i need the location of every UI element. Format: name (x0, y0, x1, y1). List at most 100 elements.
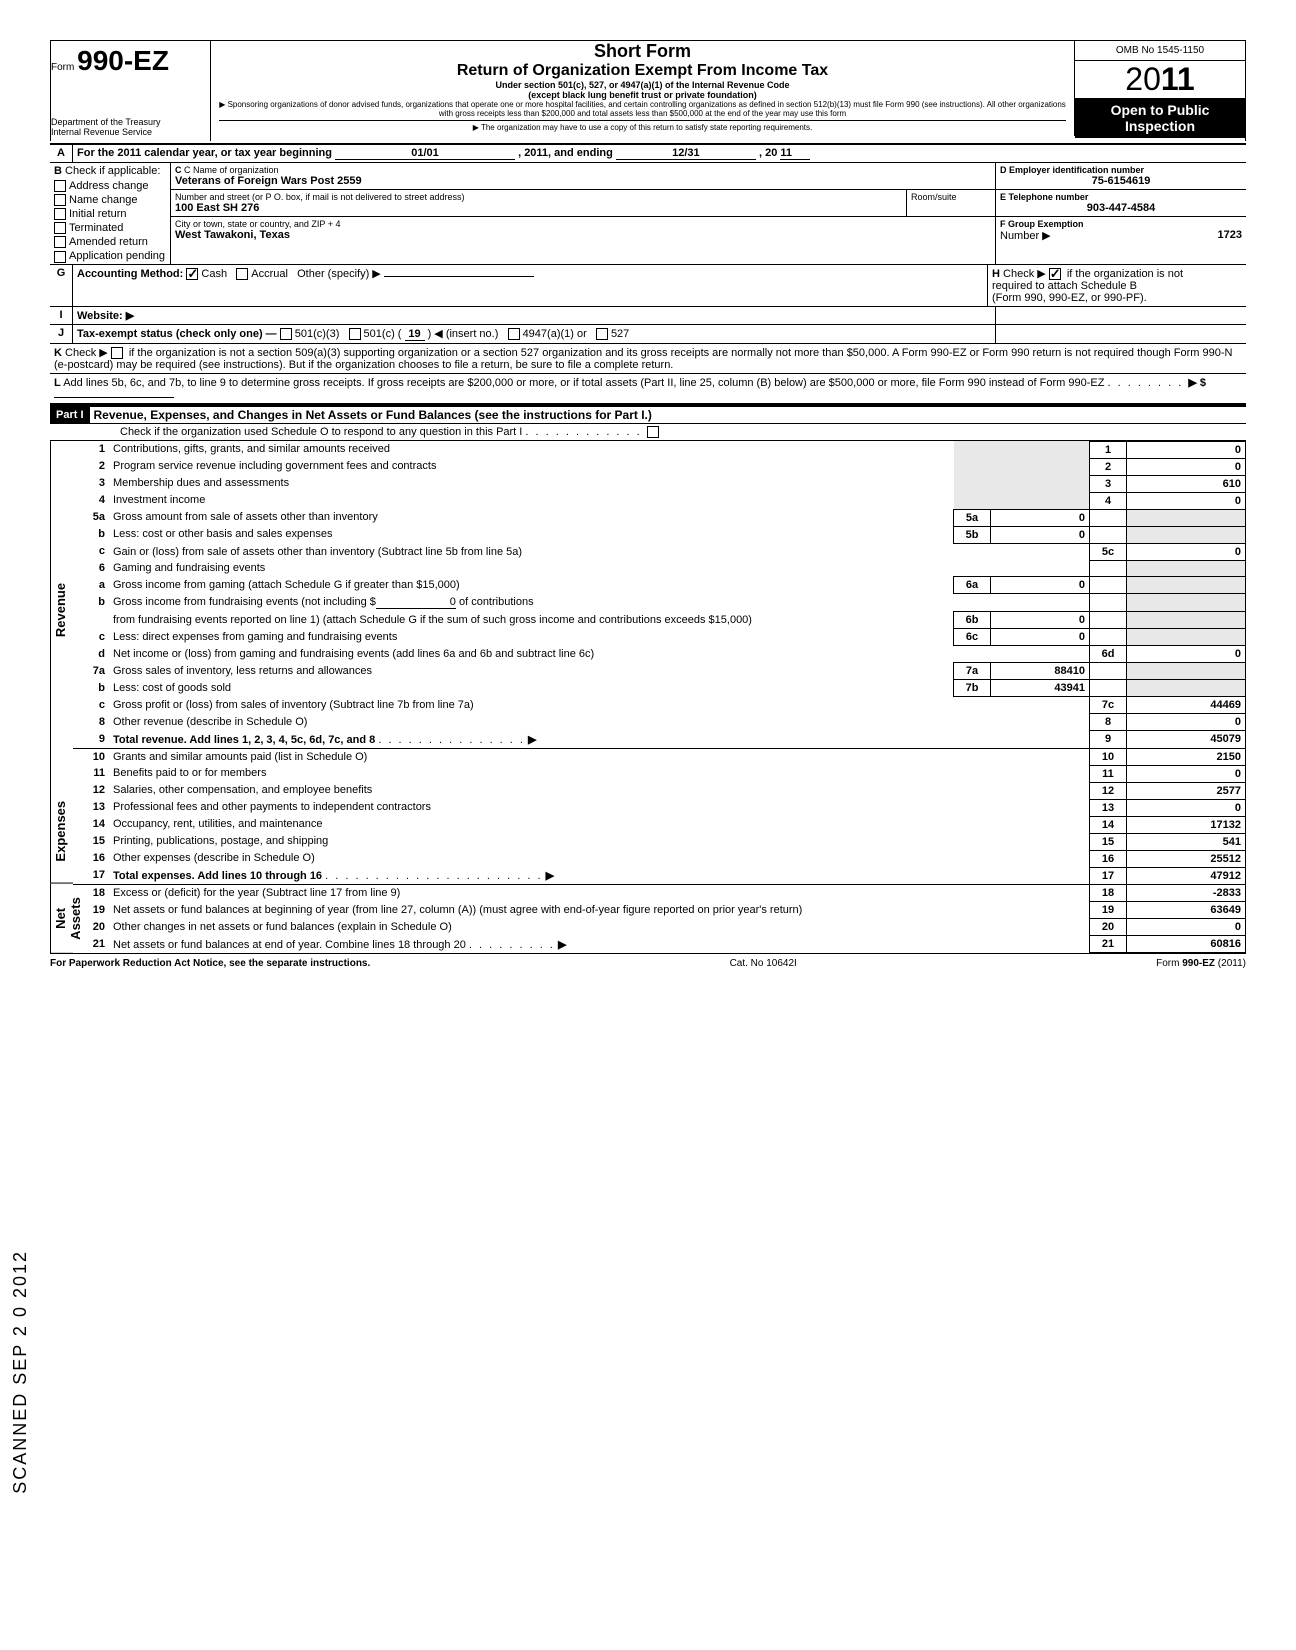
omb-number: OMB No 1545-1150 (1075, 41, 1245, 61)
line-a-label: For the 2011 calendar year, or tax year … (77, 147, 332, 159)
check-address-change[interactable] (54, 180, 66, 192)
check-schedule-b[interactable] (1049, 268, 1061, 280)
phone: 903-447-4584 (1000, 202, 1242, 214)
line6b-text: Gross income from fundraising events (no… (109, 594, 1090, 612)
box-b-label: Check if applicable: (65, 165, 160, 177)
check-initial-return[interactable] (54, 208, 66, 220)
line6c-value: 0 (991, 629, 1090, 646)
footer-mid: Cat. No 10642I (730, 958, 797, 969)
line10-value: 2150 (1127, 748, 1246, 765)
accounting-label: Accounting Method: (77, 268, 183, 280)
title-under: Under section 501(c), 527, or 4947(a)(1)… (219, 80, 1066, 90)
line12-text: Salaries, other compensation, and employ… (109, 782, 1090, 799)
line-a-begin: 01/01 (335, 147, 515, 160)
line4-value: 0 (1127, 492, 1246, 509)
scanned-stamp: SCANNED SEP 2 0 2012 (10, 1250, 31, 1494)
check-4947[interactable] (508, 328, 520, 340)
open-public: Open to Public Inspection (1075, 98, 1245, 138)
title-except: (except black lung benefit trust or priv… (219, 90, 1066, 100)
line10-text: Grants and similar amounts paid (list in… (109, 748, 1090, 765)
line21-text: Net assets or fund balances at end of ye… (109, 936, 1090, 953)
line1-text: Contributions, gifts, grants, and simila… (109, 441, 954, 458)
line11-value: 0 (1127, 765, 1246, 782)
title-return: Return of Organization Exempt From Incom… (219, 62, 1066, 80)
line7a-text: Gross sales of inventory, less returns a… (109, 663, 954, 680)
line5b-value: 0 (991, 526, 1090, 543)
check-amended[interactable] (54, 236, 66, 248)
line20-value: 0 (1127, 919, 1246, 936)
box-c-label: C Name of organization (184, 165, 279, 175)
line3-value: 610 (1127, 475, 1246, 492)
website-label: Website: ▶ (73, 307, 996, 324)
group-exemption: 1723 (1218, 229, 1242, 241)
title-short-form: Short Form (219, 41, 1066, 62)
line9-text: Total revenue. Add lines 1, 2, 3, 4, 5c,… (109, 731, 1090, 749)
line15-text: Printing, publications, postage, and shi… (109, 833, 1090, 850)
line13-text: Professional fees and other payments to … (109, 799, 1090, 816)
check-schedule-o-part1[interactable] (647, 426, 659, 438)
room-label: Room/suite (907, 190, 995, 216)
box-def: D Employer identification number 75-6154… (996, 163, 1246, 264)
line16-text: Other expenses (describe in Schedule O) (109, 850, 1090, 867)
part1-check-text: Check if the organization used Schedule … (120, 426, 522, 438)
check-app-pending[interactable] (54, 251, 66, 263)
check-k[interactable] (111, 347, 123, 359)
line-g-h: G Accounting Method: Cash Accrual Other … (50, 265, 1246, 307)
line16-value: 25512 (1127, 850, 1246, 867)
city-label: City or town, state or country, and ZIP … (175, 219, 991, 229)
line18-value: -2833 (1127, 885, 1246, 902)
box-f-num-label: Number ▶ (1000, 230, 1051, 242)
box-f-label: F Group Exemption (1000, 219, 1242, 229)
line5a-value: 0 (991, 509, 1090, 526)
check-terminated[interactable] (54, 222, 66, 234)
line7b-text: Less: cost of goods sold (109, 680, 954, 697)
tax-status-label: Tax-exempt status (check only one) — (77, 328, 277, 340)
footer-right: Form 990-EZ (2011) (1156, 958, 1246, 969)
line6c-text: Less: direct expenses from gaming and fu… (109, 629, 954, 646)
line6a-value: 0 (991, 577, 1090, 594)
check-name-change[interactable] (54, 194, 66, 206)
check-501c[interactable] (349, 328, 361, 340)
revenue-side-label: Revenue (50, 441, 73, 779)
line14-text: Occupancy, rent, utilities, and maintena… (109, 816, 1090, 833)
line11-text: Benefits paid to or for members (109, 765, 1090, 782)
part1-body: Revenue Expenses Net Assets 1Contributio… (50, 441, 1246, 954)
box-e-label: E Telephone number (1000, 192, 1242, 202)
line12-value: 2577 (1127, 782, 1246, 799)
line7a-value: 88410 (991, 663, 1090, 680)
street: 100 East SH 276 (175, 202, 902, 214)
line6a-text: Gross income from gaming (attach Schedul… (109, 577, 954, 594)
line7c-value: 44469 (1127, 697, 1246, 714)
footer-left: For Paperwork Reduction Act Notice, see … (50, 958, 370, 969)
line5a-text: Gross amount from sale of assets other t… (109, 509, 954, 526)
check-527[interactable] (596, 328, 608, 340)
accounting-other: Other (specify) ▶ (297, 268, 381, 280)
line19-text: Net assets or fund balances at beginning… (109, 902, 1090, 919)
501c-number: 19 (405, 328, 425, 341)
line20-text: Other changes in net assets or fund bala… (109, 919, 1090, 936)
line2-text: Program service revenue including govern… (109, 458, 954, 475)
check-501c3[interactable] (280, 328, 292, 340)
right-block: OMB No 1545-1150 2011 Open to Public Ins… (1075, 41, 1245, 138)
form-number: 990-EZ (77, 45, 169, 76)
check-accrual[interactable] (236, 268, 248, 280)
line-k-text: if the organization is not a section 509… (54, 347, 1233, 371)
line13-value: 0 (1127, 799, 1246, 816)
line9-value: 45079 (1127, 731, 1246, 749)
dept-treasury: Department of the Treasury (51, 117, 206, 127)
box-c: C C Name of organization Veterans of For… (171, 163, 996, 264)
line6d-text: Net income or (loss) from gaming and fun… (109, 646, 1090, 663)
line8-value: 0 (1127, 714, 1246, 731)
tax-year: 2011 (1075, 61, 1245, 98)
line5c-value: 0 (1127, 543, 1246, 560)
title-block: Short Form Return of Organization Exempt… (211, 41, 1075, 136)
line17-value: 47912 (1127, 867, 1246, 885)
line17-text: Total expenses. Add lines 10 through 16 … (109, 867, 1090, 885)
line-a: A For the 2011 calendar year, or tax yea… (50, 145, 1246, 163)
org-name: Veterans of Foreign Wars Post 2559 (175, 175, 991, 187)
form-id-block: Form 990-EZ Department of the Treasury I… (51, 41, 211, 141)
line7b-value: 43941 (991, 680, 1090, 697)
check-cash[interactable] (186, 268, 198, 280)
line14-value: 17132 (1127, 816, 1246, 833)
line5b-text: Less: cost or other basis and sales expe… (109, 526, 954, 543)
